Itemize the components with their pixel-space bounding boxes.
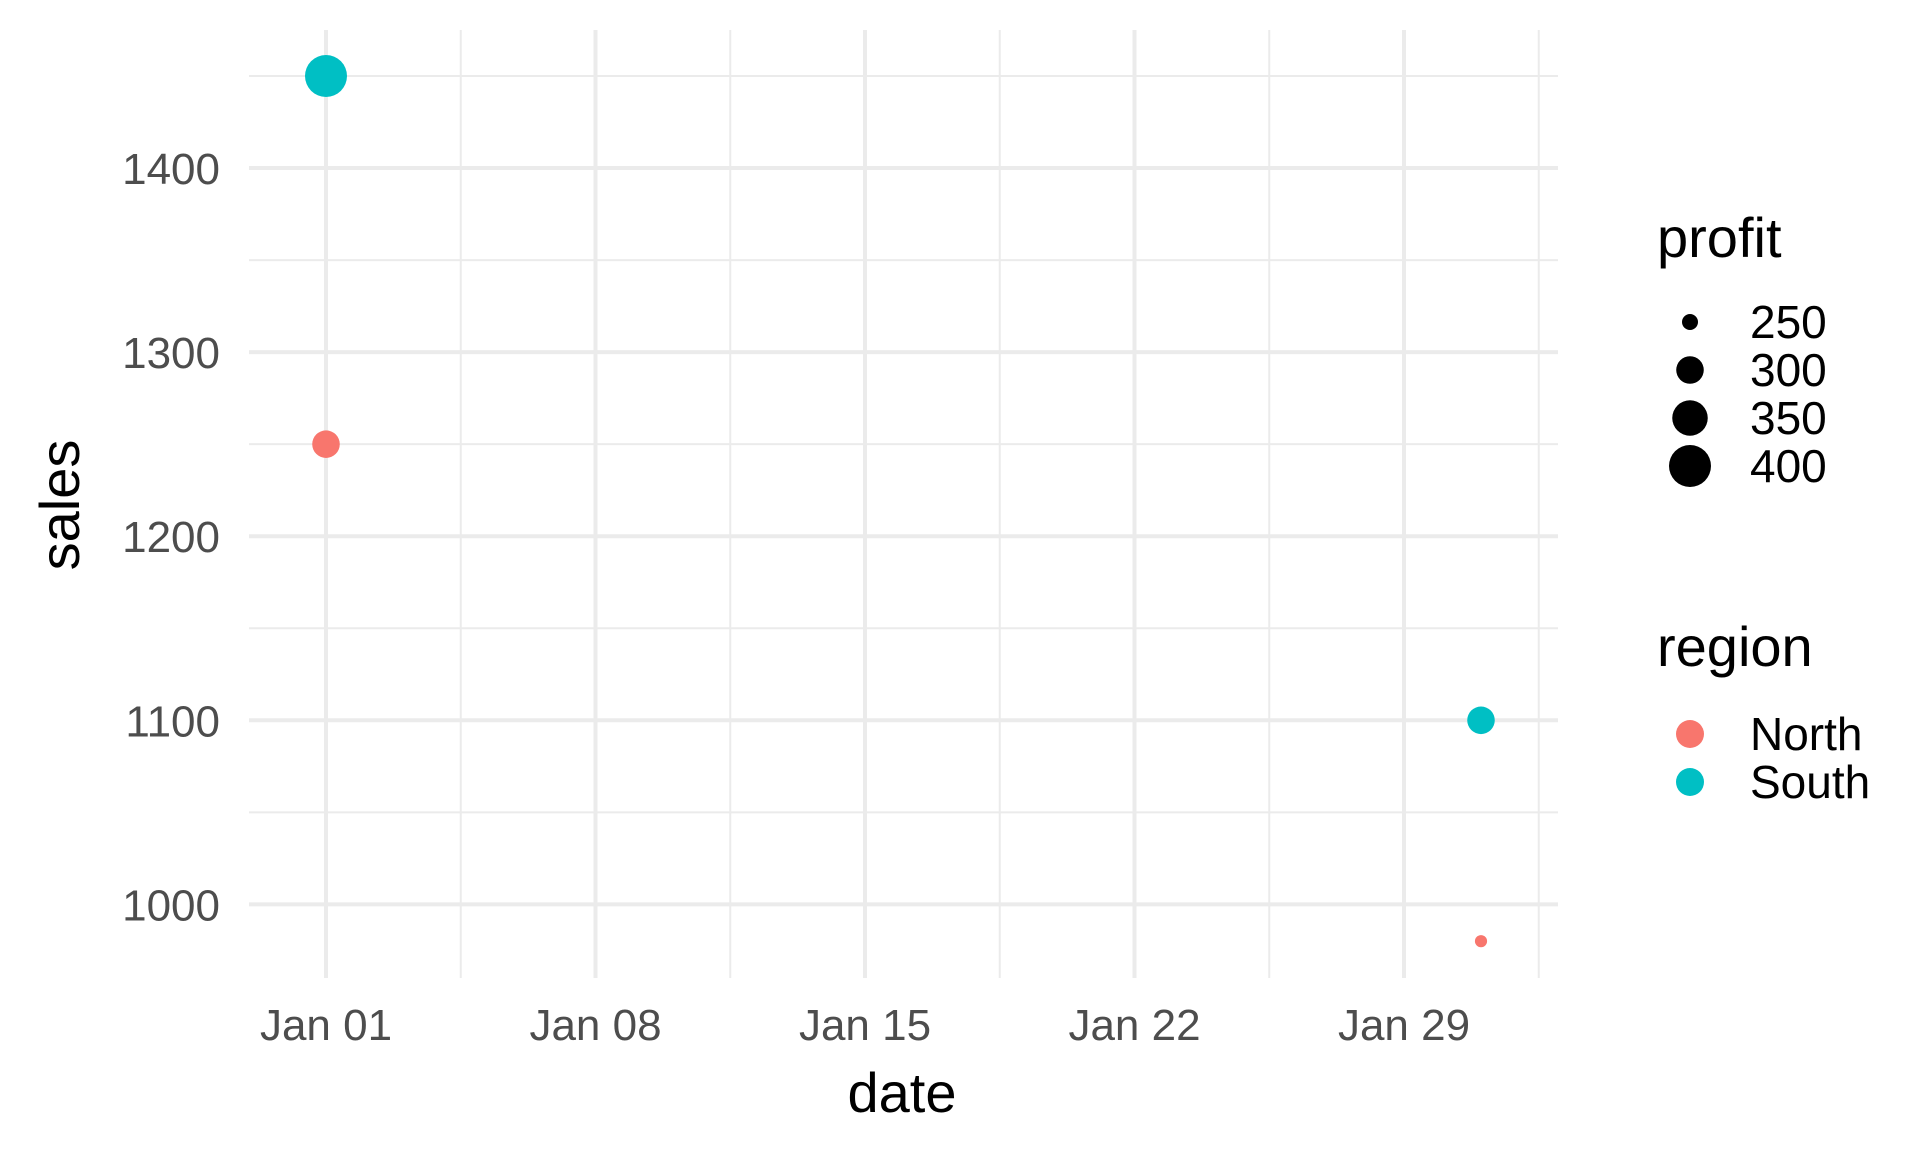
data-point-south [1467, 706, 1495, 735]
profit-legend-key [1682, 314, 1698, 330]
x-axis-tick-labels: Jan 01 Jan 08 Jan 15 Jan 22 Jan 29 [260, 1001, 1470, 1050]
x-tick-label: Jan 08 [529, 1001, 661, 1050]
y-axis-tick-labels: 1000 1100 1200 1300 1400 [122, 145, 220, 930]
profit-legend-label: 250 [1750, 296, 1827, 348]
major-gridlines [249, 30, 1558, 978]
y-tick-label: 1000 [122, 881, 220, 930]
region-legend-key [1676, 768, 1704, 796]
x-axis-title: date [848, 1061, 957, 1124]
profit-legend-key [1676, 356, 1704, 384]
y-tick-label: 1300 [122, 329, 220, 378]
data-point-north [312, 430, 340, 458]
region-legend-label: North [1750, 708, 1862, 760]
region-legend-label: South [1750, 756, 1870, 808]
y-tick-label: 1100 [125, 697, 220, 746]
minor-gridlines [249, 30, 1558, 978]
x-tick-label: Jan 15 [799, 1001, 931, 1050]
data-point-south [305, 55, 347, 98]
profit-legend-label: 350 [1750, 392, 1827, 444]
y-tick-label: 1400 [122, 145, 220, 194]
profit-legend-label: 300 [1750, 344, 1827, 396]
y-tick-label: 1200 [122, 513, 220, 562]
x-tick-label: Jan 22 [1068, 1001, 1200, 1050]
profit-legend-key [1669, 445, 1711, 487]
x-tick-label: Jan 29 [1338, 1001, 1470, 1050]
profit-legend-title: profit [1657, 206, 1782, 269]
profit-legend-key [1672, 400, 1708, 436]
region-legend-key [1676, 720, 1704, 748]
profit-legend-label: 400 [1750, 440, 1827, 492]
data-point-north [1474, 935, 1488, 948]
region-legend-title: region [1657, 615, 1813, 678]
y-axis-title: sales [28, 440, 91, 571]
x-tick-label: Jan 01 [260, 1001, 392, 1050]
data-points [305, 55, 1495, 948]
